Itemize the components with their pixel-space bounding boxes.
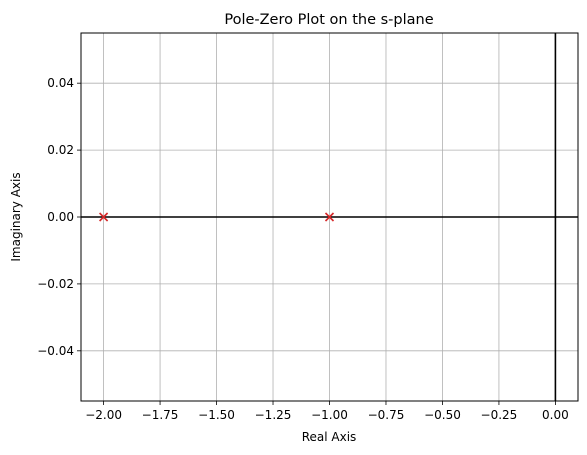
x-axis-label: Real Axis — [302, 430, 357, 444]
y-tick-label: −0.02 — [37, 277, 74, 291]
x-tick-label: −2.00 — [85, 408, 122, 422]
y-axis-label: Imaginary Axis — [9, 172, 23, 261]
x-tick-label: −1.75 — [142, 408, 179, 422]
x-tick-label: 0.00 — [542, 408, 569, 422]
x-ticks: −2.00 −1.75 −1.50 −1.25 −1.00 −0.75 −0.50 −0.25… — [85, 401, 569, 422]
chart-title: Pole-Zero Plot on the s-plane — [224, 12, 433, 28]
y-ticks: −0.04 −0.02 0.00 0.02 0.04 — [37, 76, 81, 358]
pole-marker — [99, 212, 109, 222]
x-tick-label: −1.50 — [198, 408, 235, 422]
x-tick-label: −1.25 — [255, 408, 292, 422]
pole-markers — [99, 212, 335, 222]
y-tick-label: 0.00 — [47, 210, 74, 224]
x-tick-label: −1.00 — [311, 408, 348, 422]
x-tick-label: −0.25 — [481, 408, 518, 422]
y-tick-label: 0.04 — [47, 76, 74, 90]
y-tick-label: 0.02 — [47, 143, 74, 157]
pole-marker — [324, 212, 335, 222]
x-tick-label: −0.75 — [368, 408, 405, 422]
y-tick-label: −0.04 — [37, 344, 74, 358]
x-tick-label: −0.50 — [424, 408, 461, 422]
